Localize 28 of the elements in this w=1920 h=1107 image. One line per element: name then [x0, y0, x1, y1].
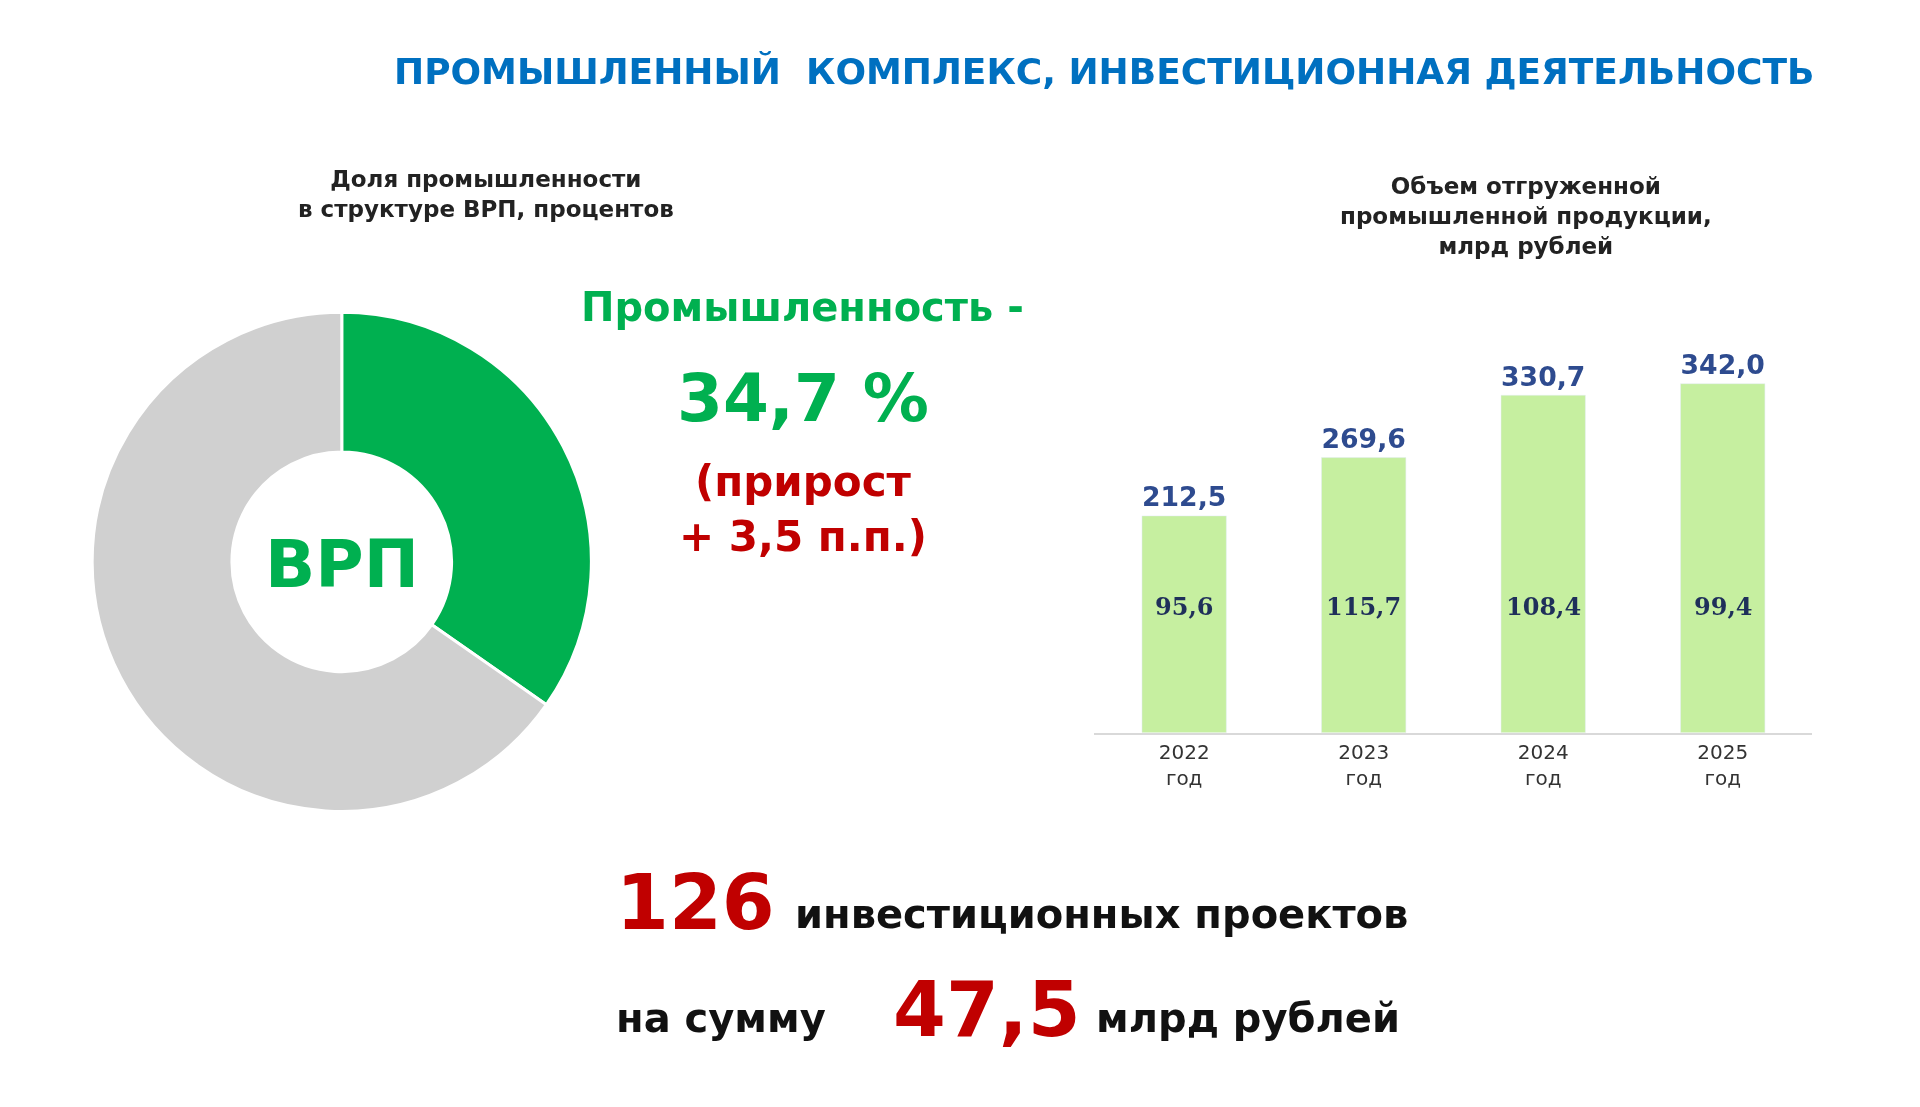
- text: ВРП: [265, 526, 419, 603]
- x-tick-label: 2025 год: [1697, 739, 1749, 790]
- text: на сумму: [616, 995, 826, 1041]
- text: 34,7 %: [677, 360, 929, 437]
- x-tick-label: 2024 год: [1517, 739, 1569, 790]
- data-label: 342,0: [1680, 349, 1765, 381]
- text: млрд рублей: [1096, 995, 1400, 1041]
- data-label: 330,7: [1501, 360, 1586, 392]
- bar: [1500, 394, 1586, 733]
- text: 47,5: [893, 965, 1081, 1054]
- bar: [1321, 457, 1407, 733]
- bar: [1141, 515, 1227, 733]
- chart-subtitle: Доля промышленности в структуре ВРП, процентов: [298, 166, 674, 222]
- data-label: 269,6: [1321, 422, 1406, 454]
- bar: [1680, 383, 1766, 733]
- chart-title: Объем отгруженной промышленной продукции, млрд рублей: [1340, 173, 1712, 259]
- annotation: 99,4: [1694, 592, 1753, 621]
- annotation: 95,6: [1155, 592, 1214, 621]
- annotation: 108,4: [1506, 592, 1582, 621]
- data-label: 212,5: [1142, 481, 1227, 513]
- text: (прирост + 3,5 п.п.): [679, 457, 927, 561]
- text: 126: [616, 858, 775, 947]
- text: Промышленность -: [581, 284, 1024, 330]
- x-tick-label: 2022 год: [1158, 739, 1210, 790]
- text: ПРОМЫШЛЕННЫЙ КОМПЛЕКС, ИНВЕСТИЦИОННАЯ ДЕЯТЕЛЬНОСТЬ: [394, 51, 1815, 92]
- annotation: 115,7: [1326, 592, 1402, 621]
- x-tick-label: 2023 год: [1338, 739, 1390, 790]
- text: инвестиционных проектов: [795, 891, 1409, 937]
